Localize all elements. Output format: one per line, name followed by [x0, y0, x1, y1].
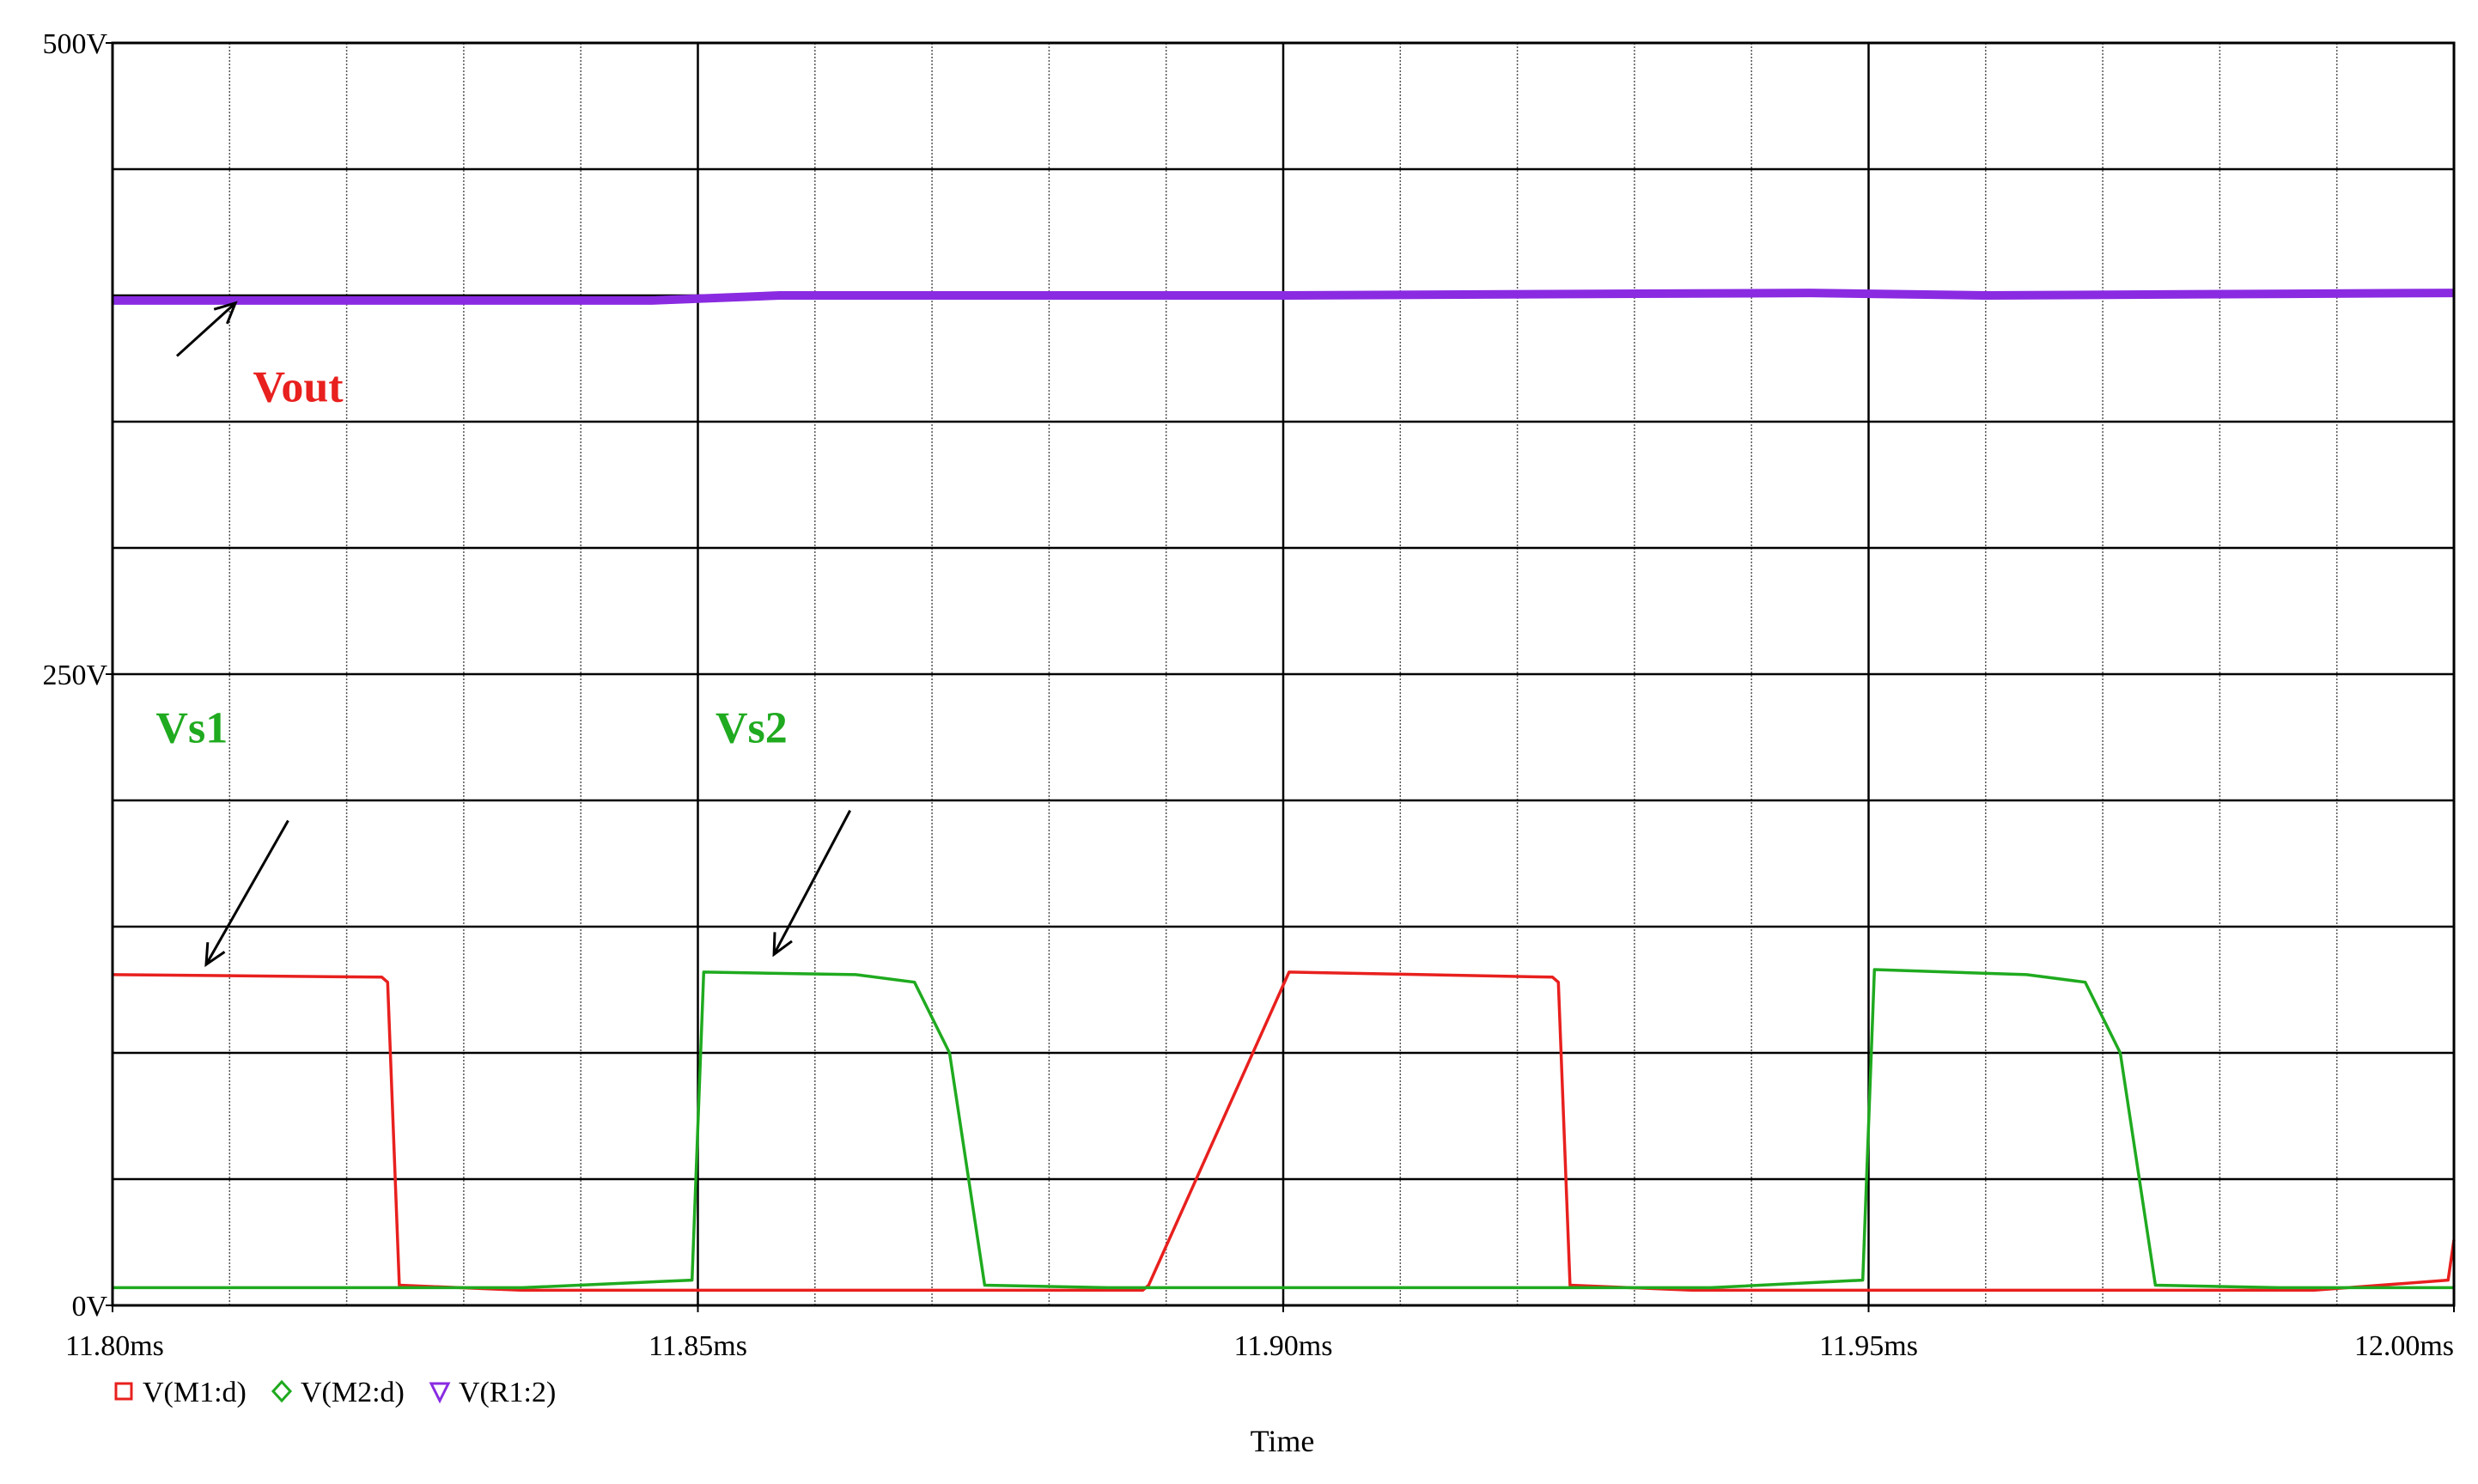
annotation-label-vs1: Vs1: [155, 703, 228, 752]
x-tick-label: 11.80ms: [65, 1330, 164, 1362]
x-tick-label: 12.00ms: [2354, 1330, 2454, 1362]
y-tick-label: 0V: [71, 1291, 107, 1323]
annotation-arrow-line: [204, 819, 289, 965]
annotation-label-vs2: Vs2: [715, 703, 788, 752]
legend-label: V(R1:2): [459, 1377, 556, 1408]
y-tick-labels: 0V 250V 500V: [42, 28, 107, 1323]
annotation-arrow-head: [213, 301, 238, 325]
annotation-arrow-line: [175, 301, 237, 357]
annotation-arrow-head: [772, 932, 793, 958]
series-line-v-r1-2: [113, 289, 2455, 305]
x-tick-label: 11.90ms: [1234, 1330, 1333, 1362]
legend-label: V(M2:d): [301, 1377, 405, 1408]
y-tick-label: 500V: [42, 28, 107, 60]
x-tick-label: 11.95ms: [1819, 1330, 1918, 1362]
x-tick-label: 11.85ms: [648, 1330, 747, 1362]
grid: [106, 42, 2455, 1312]
x-tick-labels: 11.80ms 11.85ms 11.90ms 11.95ms 12.00ms: [65, 1330, 2454, 1362]
annotation-arrow-line: [772, 810, 852, 956]
legend-marker-diamond: [271, 1379, 293, 1403]
annotation-label-vout: Vout: [253, 362, 344, 411]
series-layer: [112, 289, 2456, 1292]
series-line-v-m1-d: [112, 970, 2456, 1292]
annotations: Vout Vs1 Vs2: [155, 301, 852, 968]
x-axis-label: Time: [1251, 1424, 1315, 1458]
legend-marker-square: [114, 1382, 133, 1401]
legend-label: V(M1:d): [143, 1377, 247, 1408]
plot-frame: [111, 41, 2456, 1307]
legend: V(M1:d) V(M2:d) V(R1:2): [114, 1377, 556, 1408]
annotation-arrow-head: [204, 942, 226, 968]
series-line-v-m2-d: [113, 968, 2454, 1290]
legend-marker-triangle: [429, 1382, 451, 1404]
y-tick-label: 250V: [42, 660, 107, 691]
